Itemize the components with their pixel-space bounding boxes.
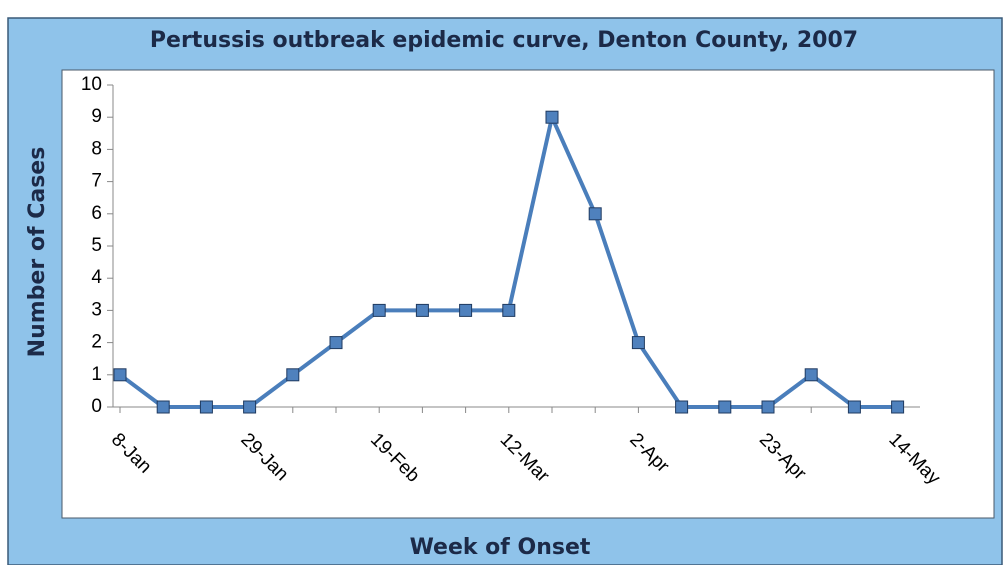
y-tick-label: 5: [91, 235, 102, 256]
marker: [761, 400, 775, 414]
marker: [329, 336, 343, 350]
marker: [718, 400, 732, 414]
marker: [372, 303, 386, 317]
marker: [675, 400, 689, 414]
marker: [502, 303, 516, 317]
y-tick-label: 3: [91, 299, 102, 320]
marker: [631, 336, 645, 350]
y-tick-label: 10: [81, 74, 102, 95]
y-tick-label: 6: [91, 203, 102, 224]
marker: [415, 303, 429, 317]
marker: [156, 400, 170, 414]
marker: [545, 110, 559, 124]
marker: [243, 400, 257, 414]
y-tick-label: 1: [91, 364, 102, 385]
y-axis-title: Number of Cases: [25, 147, 50, 358]
marker: [459, 303, 473, 317]
y-tick-label: 4: [91, 267, 102, 288]
y-tick-label: 7: [91, 171, 102, 192]
y-tick-label: 9: [91, 106, 102, 127]
marker: [847, 400, 861, 414]
marker: [804, 368, 818, 382]
chart-title: Pertussis outbreak epidemic curve, Dento…: [150, 28, 858, 53]
x-axis-title: Week of Onset: [410, 535, 591, 560]
marker: [891, 400, 905, 414]
marker: [588, 207, 602, 221]
marker: [286, 368, 300, 382]
y-tick-label: 8: [91, 138, 102, 159]
plot-area: [61, 69, 995, 519]
marker: [113, 368, 127, 382]
y-tick-label: 0: [91, 396, 102, 417]
y-tick-label: 2: [91, 332, 102, 353]
marker: [199, 400, 213, 414]
